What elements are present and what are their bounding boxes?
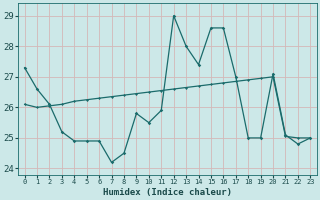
X-axis label: Humidex (Indice chaleur): Humidex (Indice chaleur) [103, 188, 232, 197]
